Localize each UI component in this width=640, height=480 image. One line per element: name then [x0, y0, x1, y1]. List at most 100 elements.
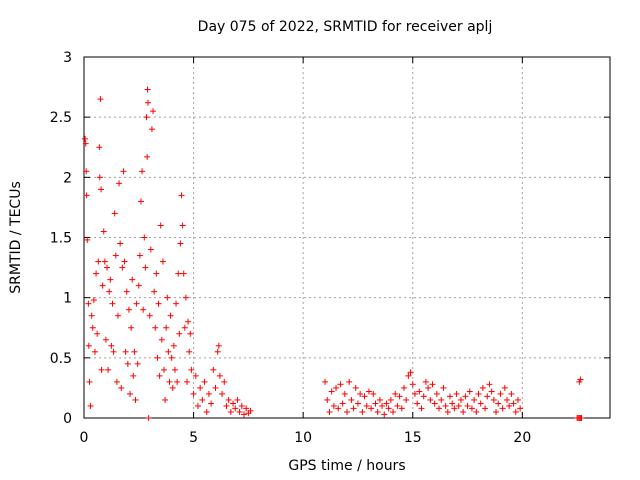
data-point [112, 252, 119, 259]
data-point [135, 282, 142, 289]
data-point [101, 258, 108, 265]
data-point [87, 402, 94, 409]
data-point [159, 258, 166, 265]
data-point [137, 198, 144, 205]
data-point [422, 378, 429, 385]
data-point [182, 294, 189, 301]
data-point [403, 396, 410, 403]
data-point [425, 384, 432, 391]
data-point [350, 405, 357, 412]
data-point [144, 99, 151, 106]
data-point [142, 264, 149, 271]
data-point [333, 384, 340, 391]
data-point [400, 384, 407, 391]
data-point [174, 378, 181, 385]
data-point [455, 402, 462, 409]
data-point [187, 330, 194, 337]
data-point [197, 384, 204, 391]
data-point [140, 306, 147, 313]
data-point [232, 405, 239, 412]
data-point [490, 396, 497, 403]
data-point [387, 396, 394, 403]
data-point [158, 336, 165, 343]
data-point [361, 393, 368, 400]
data-point [577, 376, 584, 383]
data-point [201, 378, 208, 385]
data-point [124, 360, 131, 367]
data-point [205, 390, 212, 397]
data-point [91, 348, 98, 355]
data-point [139, 168, 146, 175]
data-point [145, 415, 152, 421]
data-point [365, 388, 372, 395]
data-point [411, 390, 418, 397]
data-point [514, 396, 521, 403]
data-point [133, 300, 140, 307]
data-point [171, 366, 178, 373]
data-point [128, 324, 135, 331]
data-point [100, 228, 107, 235]
y-tick-label: 2 [63, 170, 72, 186]
y-tick-label: 1.5 [50, 231, 72, 247]
data-point [344, 408, 350, 415]
data-point [143, 114, 150, 121]
data-point [372, 400, 379, 407]
data-point [104, 264, 111, 271]
x-axis-label: GPS time / hours [288, 458, 405, 474]
data-point [114, 312, 121, 319]
data-point [247, 407, 254, 414]
data-point [219, 390, 226, 397]
data-point [122, 348, 129, 355]
data-point [234, 396, 241, 403]
data-point [436, 405, 443, 412]
data-point [179, 222, 186, 229]
data-point [148, 126, 155, 133]
data-point [95, 258, 102, 265]
data-point [188, 366, 195, 373]
data-point [383, 400, 390, 407]
data-point [427, 396, 434, 403]
data-point [106, 288, 113, 295]
axis-ticks: 0 5 10 15 20 0 0.5 1 1.5 2 2.5 3 [50, 50, 610, 446]
data-point [93, 270, 100, 277]
x-tick-label: 20 [513, 430, 531, 446]
data-point [111, 210, 118, 217]
data-point [510, 400, 517, 407]
data-point [354, 400, 361, 407]
data-point [157, 222, 164, 229]
data-point [199, 396, 206, 403]
data-point [170, 342, 177, 349]
data-point [497, 390, 504, 397]
data-point [429, 381, 436, 388]
data-point [131, 348, 138, 355]
data-point [144, 86, 151, 93]
data-point [324, 396, 331, 403]
data-point [457, 396, 464, 403]
data-point [212, 384, 219, 391]
data-point [486, 381, 493, 388]
data-point [82, 140, 89, 147]
data-point [440, 384, 447, 391]
data-point [98, 186, 105, 193]
data-point [215, 342, 222, 349]
data-point [108, 342, 115, 349]
data-point [160, 366, 167, 373]
data-point [495, 400, 502, 407]
data-point [392, 390, 399, 397]
data-point [348, 396, 355, 403]
data-point [339, 400, 346, 407]
data-point [180, 270, 187, 277]
data-points [82, 86, 585, 421]
data-point [330, 402, 337, 409]
data-point [381, 411, 388, 418]
data-point [405, 372, 412, 379]
data-point [152, 324, 159, 331]
data-point [475, 390, 482, 397]
data-point [407, 369, 414, 376]
data-point [460, 408, 467, 415]
data-point [110, 348, 117, 355]
data-point [99, 282, 106, 289]
data-point [512, 408, 519, 415]
data-point [479, 384, 486, 391]
data-point [89, 324, 96, 331]
